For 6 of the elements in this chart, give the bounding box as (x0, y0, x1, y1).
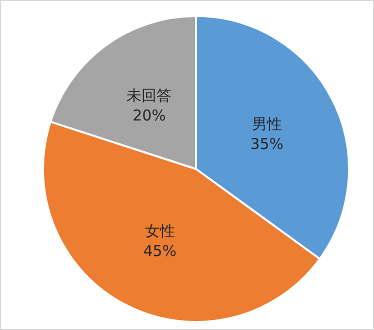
slice-label: 女性 (144, 222, 175, 240)
slice-label: 男性 (252, 114, 282, 133)
data-label: 45% (143, 242, 177, 260)
slice-label: 未回答 (126, 86, 172, 105)
data-label: 35% (250, 134, 284, 153)
data-label: 20% (132, 106, 166, 125)
